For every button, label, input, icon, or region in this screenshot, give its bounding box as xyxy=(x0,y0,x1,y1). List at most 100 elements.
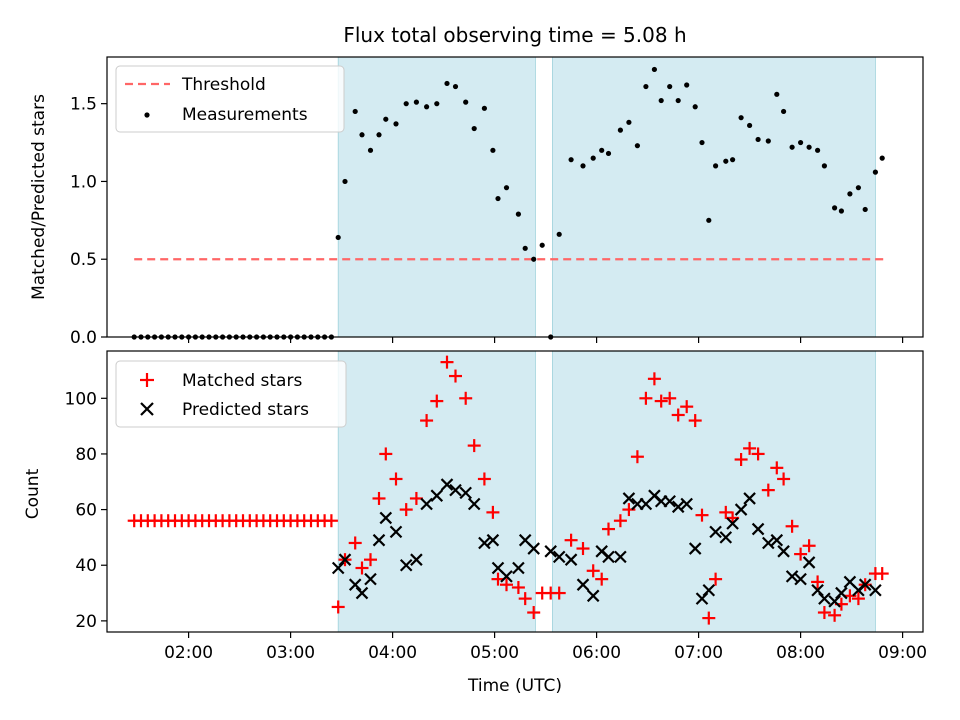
matched-stars-point xyxy=(695,508,709,522)
measurements-point xyxy=(359,132,365,138)
matched-stars-point xyxy=(595,572,609,586)
measurements-point xyxy=(765,138,771,144)
observing-spans xyxy=(337,350,876,633)
observing-span-2 xyxy=(552,350,876,633)
y-tick-label: 1.5 xyxy=(70,95,97,115)
matched-stars-point xyxy=(500,578,513,592)
matched-stars-point xyxy=(647,372,661,386)
matched-stars-point xyxy=(364,553,377,567)
matched-stars-point xyxy=(743,441,757,455)
measurements-point xyxy=(855,185,862,191)
top-legend: Threshold Measurements xyxy=(115,65,345,133)
matched-stars-point xyxy=(639,391,653,405)
measurements-point xyxy=(376,132,382,138)
measurements-point xyxy=(383,116,389,122)
y-tick-label: 60 xyxy=(75,501,97,521)
predicted-stars-point xyxy=(500,570,513,583)
predicted-stars-point xyxy=(564,553,578,566)
measurements-point xyxy=(789,144,795,150)
measurements-point xyxy=(515,211,522,217)
measurements-point xyxy=(658,97,664,104)
bottom-axes-frame xyxy=(106,350,924,633)
x-tick-label: 02:00 xyxy=(164,643,213,663)
predicted-stars-point xyxy=(777,545,790,558)
matched-stars-point xyxy=(602,522,615,536)
predicted-stars-point xyxy=(869,583,882,597)
predicted-stars-point xyxy=(671,500,685,514)
predicted-stars-point xyxy=(512,561,525,575)
predicted-stars-point xyxy=(372,533,386,547)
measurements-point xyxy=(879,155,885,161)
matched-stars-point xyxy=(440,355,454,369)
bottom-y-ticks: 20 40 60 80 100 xyxy=(65,389,107,632)
matched-stars-point xyxy=(576,542,590,556)
matched-stars-point xyxy=(372,491,386,505)
x-tick-label: 03:00 xyxy=(266,643,315,663)
matched-stars-point xyxy=(630,450,644,464)
measurements-point xyxy=(643,83,649,90)
measurements-point xyxy=(424,104,430,110)
predicted-stars-point xyxy=(355,586,369,600)
y-tick-label: 100 xyxy=(65,389,97,409)
matched-stars-point xyxy=(331,600,345,614)
measurements-point xyxy=(706,217,712,223)
matched-stars-point xyxy=(420,414,434,428)
measurement-points xyxy=(131,66,885,340)
measurements-point xyxy=(815,147,821,153)
measurements-point xyxy=(367,147,374,153)
measurements-point xyxy=(821,163,828,169)
count-points xyxy=(127,355,889,625)
measurements-point xyxy=(832,205,838,211)
predicted-stars-point xyxy=(586,589,600,603)
matched-stars-point xyxy=(654,394,668,408)
measurements-point xyxy=(806,144,812,150)
predicted-stars-point xyxy=(858,578,872,591)
matched-legend-label: Matched stars xyxy=(182,371,302,391)
matched-stars-point xyxy=(552,586,566,600)
top-y-ticks: 0.0 0.5 1.0 1.5 xyxy=(70,95,107,348)
measurements-point xyxy=(774,91,780,97)
matched-stars-point xyxy=(828,608,842,622)
measurements-point xyxy=(747,122,753,129)
predicted-stars-point xyxy=(614,550,627,564)
matched-stars-point xyxy=(671,408,685,422)
measurements-point xyxy=(495,195,501,202)
measurements-point xyxy=(471,125,477,132)
measurements-point xyxy=(699,139,705,146)
measurements-point xyxy=(413,99,419,105)
predicted-stars-point xyxy=(726,517,739,530)
observing-spans xyxy=(337,56,876,338)
observing-span-1 xyxy=(337,56,536,338)
matched-stars-point xyxy=(486,505,500,519)
threshold-legend-label: Threshold xyxy=(181,75,266,95)
matched-stars-point xyxy=(324,514,338,528)
predicted-stars-point xyxy=(379,511,393,525)
predicted-stars-point xyxy=(622,492,636,505)
top-x-ticks xyxy=(188,337,904,343)
measurements-point xyxy=(393,121,399,127)
predicted-stars-point xyxy=(459,486,472,500)
measurements-point xyxy=(539,242,545,248)
predicted-stars-point xyxy=(794,572,807,586)
matched-stars-point xyxy=(761,483,775,497)
measurements-point xyxy=(723,158,729,164)
predicted-stars-point xyxy=(734,503,748,516)
matched-stars-point xyxy=(527,606,541,620)
measurements-point xyxy=(531,256,537,262)
matched-legend-swatch xyxy=(140,373,154,387)
measurements-point xyxy=(522,245,528,251)
matched-stars-point xyxy=(794,547,808,561)
matched-stars-point xyxy=(518,592,532,606)
bottom-y-axis-label: Count xyxy=(23,468,43,519)
matched-stars-point xyxy=(430,394,444,408)
predicted-stars-point xyxy=(420,497,433,511)
measurements-point xyxy=(738,115,744,121)
matched-stars-point xyxy=(702,611,716,625)
measurements-point xyxy=(798,139,804,146)
matched-stars-point xyxy=(688,414,702,428)
measurements-point xyxy=(847,191,853,197)
matched-stars-point xyxy=(770,461,784,475)
predicted-stars-point xyxy=(486,533,500,547)
predicted-stars-point xyxy=(467,497,481,511)
measurements-point xyxy=(675,97,681,104)
